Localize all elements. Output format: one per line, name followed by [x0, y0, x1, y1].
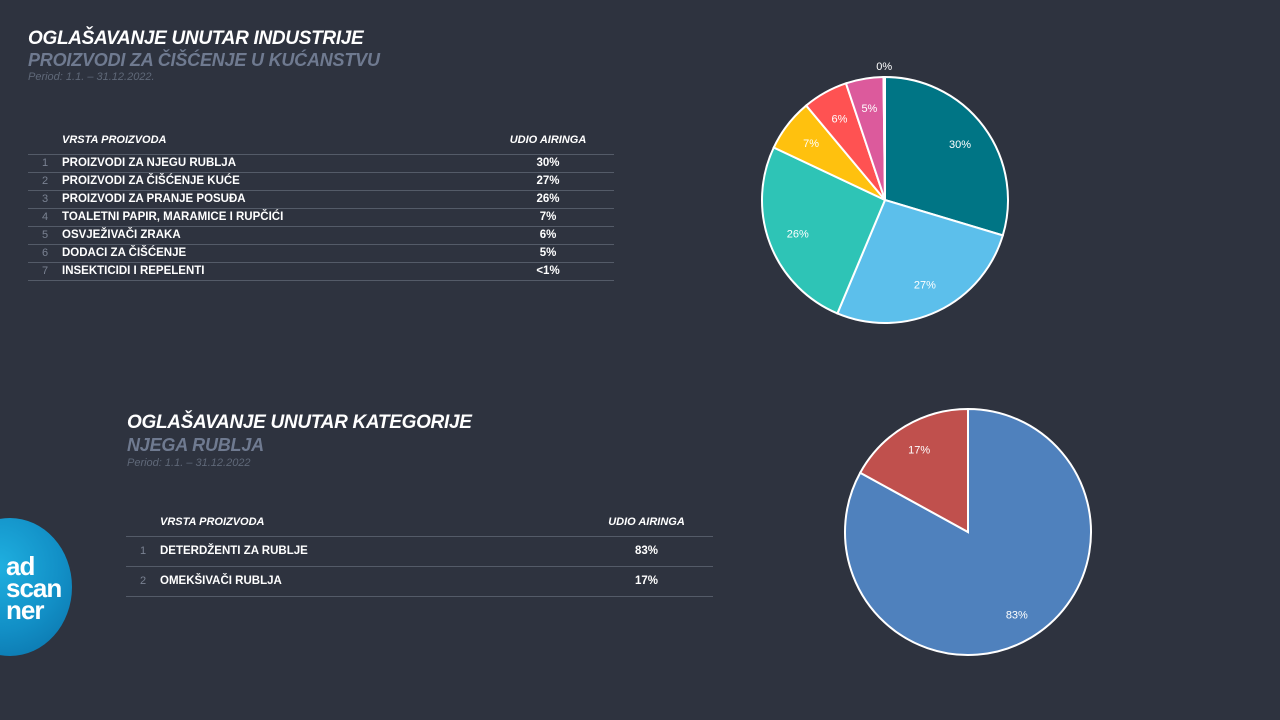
row-index: 2 [126, 565, 160, 597]
category-share-table: VRSTA PROIZVODA UDIO AIRINGA 1 DETERDŽENT… [126, 508, 713, 597]
logo-line-1: ad [6, 551, 35, 581]
row-category: TOALETNI PAPIR, MARAMICE I RUPČIĆI [62, 207, 482, 226]
table-row: 6 DODACI ZA ČIŠĆENJE 5% [28, 243, 614, 262]
category-pie-chart: 83% 17% [844, 407, 1092, 656]
row-category: INSEKTICIDI I REPELENTI [62, 261, 482, 281]
row-category: PROIZVODI ZA ČIŠĆENJE KUĆE [62, 171, 482, 190]
row-index: 1 [126, 535, 160, 566]
table-row: 2 OMEKŠIVAČI RUBLJA 17% [126, 565, 713, 597]
index-header [28, 126, 62, 154]
row-share: 17% [580, 565, 713, 597]
table-header-row: VRSTA PROIZVODA UDIO AIRINGA [28, 126, 614, 154]
row-index: 4 [28, 207, 62, 226]
table-row: 3 PROIZVODI ZA PRANJE POSUĐA 26% [28, 189, 614, 208]
row-share: 27% [482, 171, 614, 190]
pie-slice-label: 30% [949, 139, 971, 151]
pie-slice [882, 75, 886, 201]
industry-pie-chart: 30% 27% 26% 7% 6% 5% 0% [761, 61, 1009, 324]
table-header-row: VRSTA PROIZVODA UDIO AIRINGA [126, 508, 713, 536]
pie-slice-label: 0% [876, 61, 892, 73]
category-period: Period: 1.1. – 31.12.2022 [127, 457, 251, 469]
row-index: 1 [28, 153, 62, 172]
industry-title: OGLAŠAVANJE UNUTAR INDUSTRIJE [28, 28, 364, 49]
share-column-header: UDIO AIRINGA [608, 515, 685, 528]
row-category: OSVJEŽIVAČI ZRAKA [62, 225, 482, 244]
row-share: 5% [482, 243, 614, 262]
row-share: 6% [482, 225, 614, 244]
category-column-header: VRSTA PROIZVODA [160, 515, 265, 528]
pie-slice [836, 198, 1005, 324]
row-category: DODACI ZA ČIŠĆENJE [62, 243, 482, 262]
row-index: 5 [28, 225, 62, 244]
index-header [126, 508, 160, 536]
pie-slice [761, 146, 887, 315]
row-category: PROIZVODI ZA NJEGU RUBLJA [62, 153, 482, 172]
row-share: 30% [482, 153, 614, 172]
row-index: 3 [28, 189, 62, 208]
industry-period: Period: 1.1. – 31.12.2022. [28, 71, 155, 83]
table-row: 7 INSEKTICIDI I REPELENTI <1% [28, 261, 614, 281]
pie-slice-label: 17% [908, 444, 930, 456]
table-row: 4 TOALETNI PAPIR, MARAMICE I RUPČIĆI 7% [28, 207, 614, 226]
pie-slice-label: 6% [831, 113, 847, 125]
pie-slice-label: 5% [861, 103, 877, 115]
table-row: 2 PROIZVODI ZA ČIŠĆENJE KUĆE 27% [28, 171, 614, 190]
row-category: DETERDŽENTI ZA RUBLJE [160, 535, 580, 566]
pie-slice-label: 26% [787, 228, 809, 240]
category-subtitle: NJEGA RUBLJA [127, 435, 264, 455]
pie-slice [858, 407, 969, 534]
industry-share-table: VRSTA PROIZVODA UDIO AIRINGA 1 PROIZVODI … [28, 126, 614, 281]
row-share: 83% [580, 535, 713, 566]
table-row: 5 OSVJEŽIVAČI ZRAKA 6% [28, 225, 614, 244]
table-row: 1 PROIZVODI ZA NJEGU RUBLJA 30% [28, 153, 614, 172]
logo-line-2: scan [6, 573, 62, 603]
pie-slice-label: 27% [914, 280, 936, 292]
category-column-header: VRSTA PROIZVODA [62, 133, 167, 146]
row-category: OMEKŠIVAČI RUBLJA [160, 565, 580, 597]
row-index: 6 [28, 243, 62, 262]
row-category: PROIZVODI ZA PRANJE POSUĐA [62, 189, 482, 208]
row-share: <1% [482, 261, 614, 281]
table-row: 1 DETERDŽENTI ZA RUBLJE 83% [126, 535, 713, 566]
adscanner-logo-text: ad scan ner [6, 551, 62, 625]
row-share: 7% [482, 207, 614, 226]
pie-slice [884, 75, 1009, 237]
pie-slice-label: 83% [1006, 610, 1028, 622]
industry-subtitle: PROIZVODI ZA ČIŠĆENJE U KUĆANSTVU [28, 50, 380, 70]
pie-slice-label: 7% [803, 138, 819, 150]
share-column-header: UDIO AIRINGA [509, 133, 587, 146]
row-index: 7 [28, 261, 62, 281]
row-share: 26% [482, 189, 614, 208]
logo-line-3: ner [6, 595, 44, 625]
row-index: 2 [28, 171, 62, 190]
category-title: OGLAŠAVANJE UNUTAR KATEGORIJE [127, 412, 472, 433]
